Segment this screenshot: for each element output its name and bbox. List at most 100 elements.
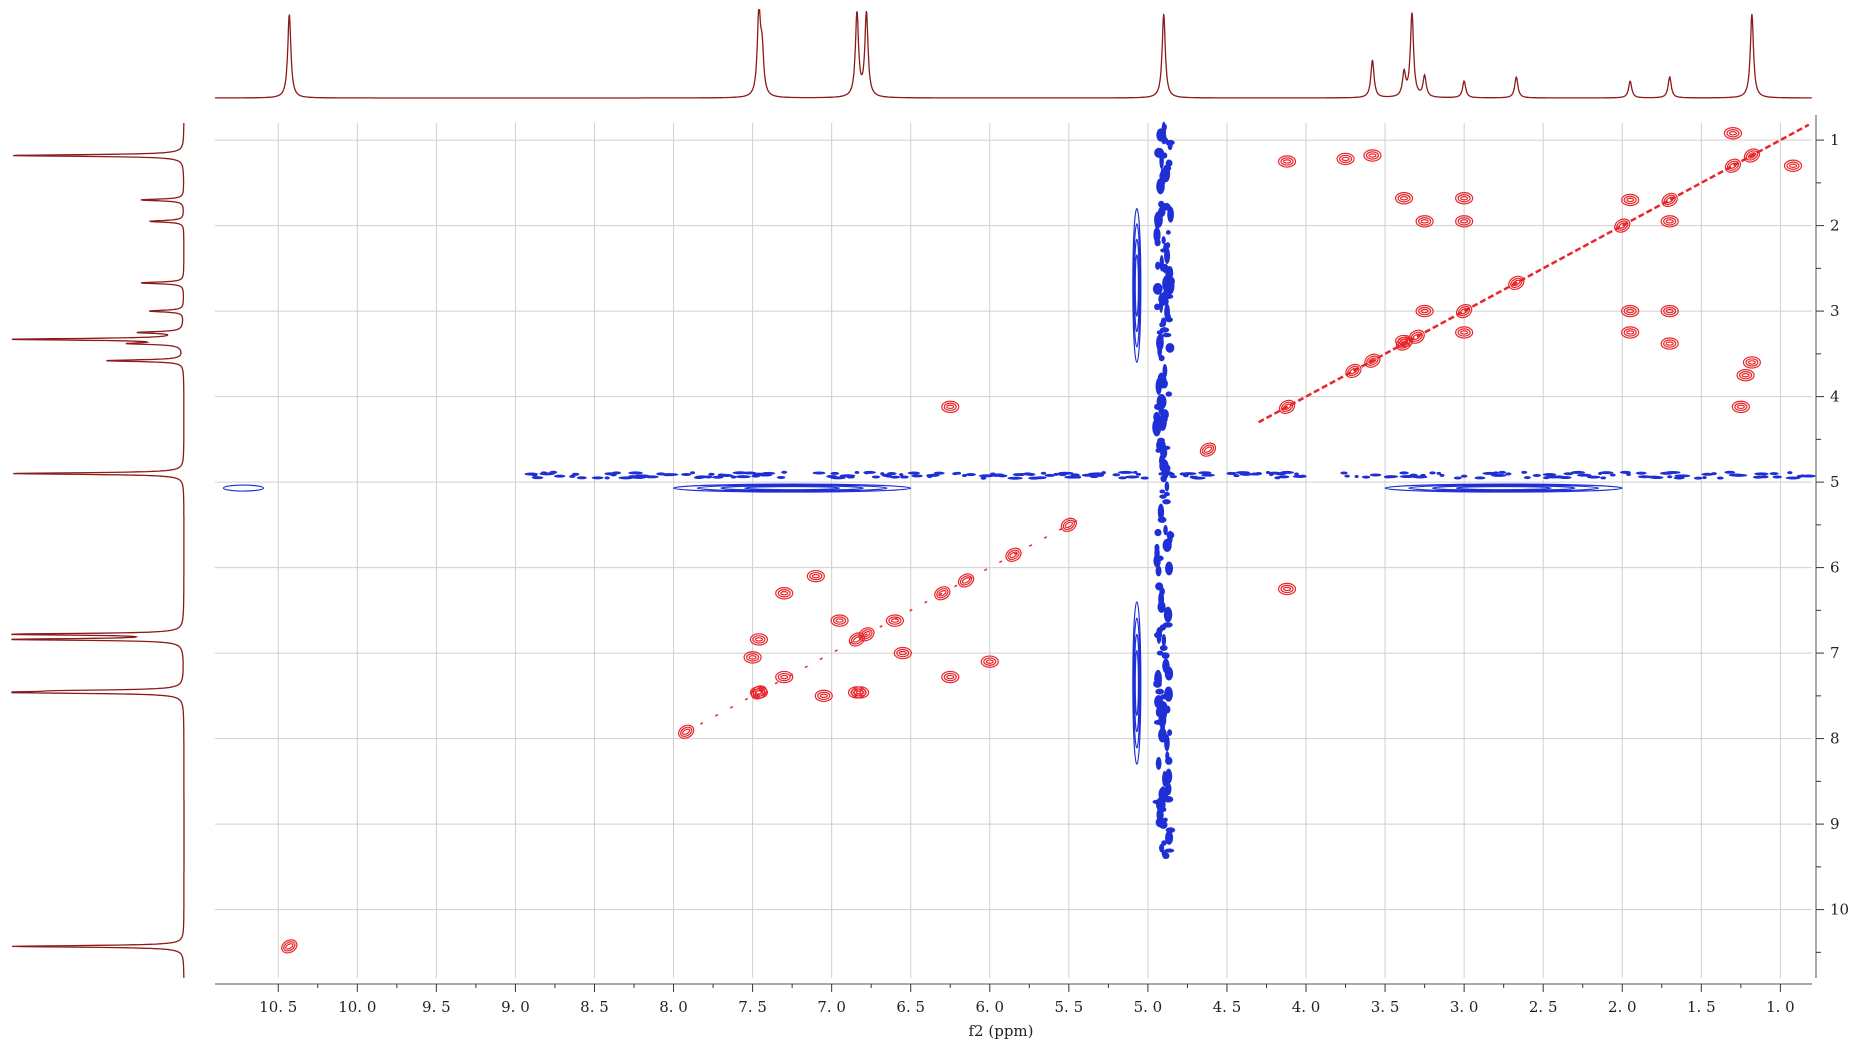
artifact-dot <box>1157 343 1163 358</box>
artifact-dot <box>1155 565 1162 577</box>
artifact-dot <box>1233 474 1240 478</box>
cross-peak <box>946 674 955 680</box>
artifact-dot <box>1163 606 1173 623</box>
artifact-dot <box>656 472 666 476</box>
diagonal-peak <box>1203 446 1213 453</box>
artifact-dot <box>693 476 704 480</box>
artifact-dot <box>776 475 786 479</box>
diagonal-peak <box>1282 403 1292 411</box>
artifact-dot <box>1159 644 1168 651</box>
cross-peak <box>1665 341 1674 346</box>
artifact-dot <box>1152 282 1163 295</box>
cross-peak <box>1460 219 1469 224</box>
cross-peak <box>1420 219 1429 224</box>
cross-peak <box>752 635 766 644</box>
f2-axis-title: f2 (ppm) <box>969 1022 1034 1040</box>
artifact-dot <box>1576 473 1592 477</box>
artifact-dot <box>980 476 987 480</box>
f2-tick-label: 6. 5 <box>896 998 925 1016</box>
cross-peak <box>835 618 844 623</box>
artifact-dot <box>1165 230 1171 235</box>
artifact-dot <box>1563 472 1574 476</box>
f2-tick-label: 10. 0 <box>338 998 376 1016</box>
artifact-dot <box>708 472 715 476</box>
artifact-dot <box>1155 756 1162 770</box>
artifact-dot <box>926 475 933 479</box>
cross-peak <box>1621 304 1640 318</box>
artifact-dot <box>1156 631 1162 644</box>
f1-tick-label: 9 <box>1830 815 1840 833</box>
cross-peak <box>1741 373 1750 378</box>
cross-peak <box>1394 334 1414 348</box>
artifact-dot <box>1140 476 1149 480</box>
artifact-dot <box>1716 476 1724 480</box>
artifact-dot <box>1269 473 1274 477</box>
artifact-dot <box>1112 473 1121 477</box>
diagonal-peak <box>1724 158 1742 173</box>
cross-peak <box>1726 129 1740 138</box>
cross-peak <box>1736 369 1755 382</box>
artifact-dot <box>1164 686 1173 702</box>
cross-peak <box>1663 217 1677 226</box>
cross-peak <box>1457 194 1471 203</box>
diagonal-peak <box>1280 401 1294 413</box>
artifact-dot <box>1785 476 1801 480</box>
diagonal-peak <box>1745 150 1759 161</box>
diagonal-peak <box>1345 363 1362 379</box>
f1-tick-label: 4 <box>1830 388 1840 406</box>
artifact-dot <box>1007 476 1023 480</box>
cross-peak <box>1418 217 1432 226</box>
cross-peak <box>1660 215 1679 228</box>
artifact-dot <box>1161 634 1167 647</box>
diagonal-peak <box>1747 152 1757 159</box>
diagonal-peak <box>852 636 862 643</box>
diagonal-peak <box>961 577 971 584</box>
artifact-dot <box>1772 475 1782 479</box>
artifact-dot <box>1532 473 1542 477</box>
artifact-dot <box>1167 729 1173 736</box>
artifact-dot <box>1667 475 1673 479</box>
diagonal-peak <box>1412 333 1421 340</box>
artifact-blob <box>222 484 265 492</box>
artifact-dot <box>1226 471 1234 475</box>
artifact-dot <box>618 476 634 480</box>
artifact-dot <box>854 471 860 475</box>
cross-peak <box>893 646 912 660</box>
artifact-dot <box>1167 206 1174 223</box>
diagonal-peak <box>862 631 871 638</box>
artifact-dot <box>1436 471 1442 475</box>
f1-tick-label: 6 <box>1830 559 1840 577</box>
cross-peak <box>1663 306 1677 316</box>
diagonal-peak <box>848 632 866 647</box>
artifact-dot <box>576 476 587 480</box>
artifact-dot <box>1012 473 1024 477</box>
f2-tick-label: 7. 5 <box>738 998 767 1016</box>
cross-peak <box>819 693 828 699</box>
cross-peak <box>1626 197 1635 203</box>
artifact-dot <box>1169 475 1178 479</box>
diagonal-peak <box>1508 275 1525 291</box>
cross-peak <box>1338 154 1353 164</box>
artifact-dot <box>604 476 610 480</box>
cross-peak <box>748 655 757 660</box>
artifact-dot <box>524 472 538 476</box>
artifact-dot <box>871 475 881 479</box>
cross-peak <box>1747 360 1757 365</box>
cross-peak <box>851 686 870 699</box>
artifact-dot <box>1081 473 1094 477</box>
artifact-dot <box>1598 471 1603 475</box>
artifact-dot <box>952 472 958 476</box>
cross-peak <box>814 689 833 703</box>
artifact-band <box>1134 649 1140 717</box>
artifact-dot <box>1542 473 1557 477</box>
cross-peak <box>1418 306 1432 316</box>
f2-tick-label: 3. 5 <box>1371 998 1400 1016</box>
f2-tick-label: 2. 0 <box>1608 998 1637 1016</box>
artifact-dot <box>1064 475 1080 479</box>
artifact-dot <box>1155 688 1165 695</box>
cross-peak <box>1455 192 1474 205</box>
artifact-dot <box>1158 472 1163 476</box>
artifact-dot <box>1154 215 1160 230</box>
cross-peak <box>1280 157 1294 166</box>
cross-peak <box>888 616 902 625</box>
